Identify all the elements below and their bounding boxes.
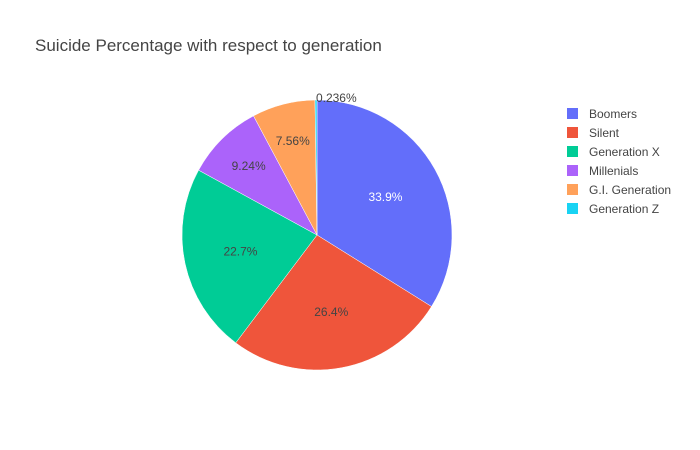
legend-swatch[interactable] [567,146,578,157]
pie-slices [181,99,453,371]
slice-label: 26.4% [314,305,348,319]
legend-swatch[interactable] [567,108,578,119]
legend-swatch[interactable] [567,203,578,214]
pie-slice-generation-x[interactable] [181,169,318,344]
legend-label[interactable]: Millenials [589,164,638,178]
slice-label: 22.7% [223,244,257,258]
legend-swatch[interactable] [567,165,578,176]
slice-label: 0.236% [316,91,357,105]
slice-label: 9.24% [232,159,266,173]
legend-label[interactable]: Generation Z [589,202,659,216]
legend-swatch[interactable] [567,127,578,138]
pie-slice-labels: 33.9% 26.4% 22.7% 9.24% 7.56% 0.236% [223,91,402,319]
legend-label[interactable]: Generation X [589,145,660,159]
legend-label[interactable]: G.I. Generation [589,183,671,197]
chart-title: Suicide Percentage with respect to gener… [35,36,382,55]
slice-label: 7.56% [276,134,310,148]
legend-label[interactable]: Silent [589,126,620,140]
legend-label[interactable]: Boomers [589,107,637,121]
legend: Boomers Silent Generation X Millenials G.I. … [567,107,671,216]
pie-slice-boomers[interactable] [316,99,453,307]
legend-swatch[interactable] [567,184,578,195]
pie-slice-millenials[interactable] [198,115,318,236]
pie-slice-silent[interactable] [235,234,432,371]
pie-slice-generation-z[interactable] [314,99,318,236]
slice-label: 33.9% [368,190,402,204]
